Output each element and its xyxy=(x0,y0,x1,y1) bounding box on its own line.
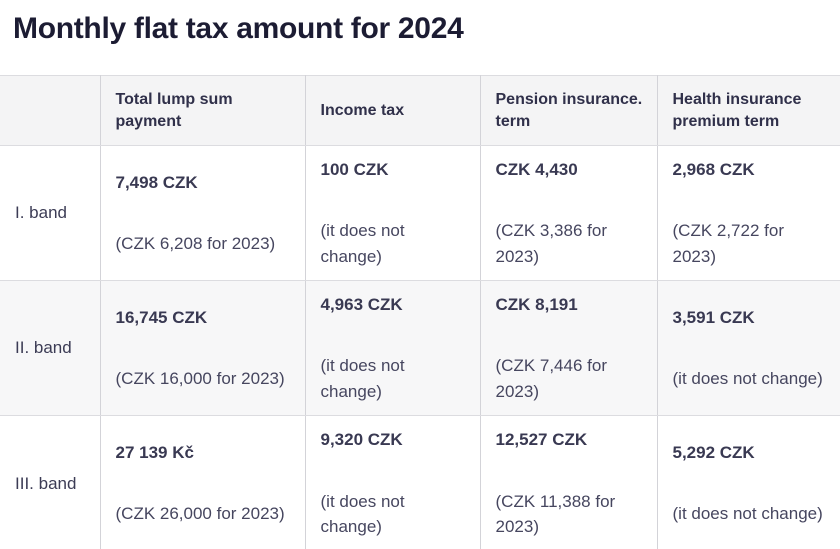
row-1-income-tax-value: 100 CZK xyxy=(320,159,389,179)
row-3-lump-sum-note: (CZK 26,000 for 2023) xyxy=(115,504,285,524)
row-3-health-value: 5,292 CZK xyxy=(672,442,755,462)
row-1-health-value: 2,968 CZK xyxy=(672,159,755,179)
row-1-lump-sum-note: (CZK 6,208 for 2023) xyxy=(115,234,276,253)
row-3-pension-note: (CZK 11,388 for 2023) xyxy=(495,491,616,537)
row-2-pension-note: (CZK 7,446 for 2023) xyxy=(495,356,608,401)
row-1-health-cell: 2,968 CZK (CZK 2,722 for 2023) xyxy=(656,145,840,281)
row-2-income-tax-value: 4,963 CZK xyxy=(320,294,403,314)
row-2-health-value: 3,591 CZK xyxy=(672,307,755,327)
header-cell-total-lump-sum: Total lump sum payment xyxy=(99,75,305,146)
row-2-health-note: (it does not change) xyxy=(672,369,823,388)
row-2-total-lump-sum-cell: 16,745 CZK (CZK 16,000 for 2023) xyxy=(99,280,305,416)
table-row-band-1: I. band 7,498 CZK (CZK 6,208 for 2023) 1… xyxy=(0,145,840,281)
row-3-pension-cell: 12,527 CZK (CZK 11,388 for 2023) xyxy=(479,415,657,549)
row-3-pension-value: 12,527 CZK xyxy=(495,430,588,449)
row-2-income-tax-cell: 4,963 CZK (it does not change) xyxy=(304,280,480,416)
row-1-income-tax-cell: 100 CZK (it does not change) xyxy=(304,145,480,281)
header-cell-pension-insurance: Pension insurance. term xyxy=(479,75,657,146)
row-2-income-tax-note: (it does not change) xyxy=(320,356,405,401)
header-cell-band xyxy=(0,75,100,146)
header-cell-health-insurance: Health insurance premium term xyxy=(656,75,840,146)
row-2-lump-sum-value: 16,745 CZK xyxy=(115,307,208,327)
row-3-band-label: III. band xyxy=(0,416,100,549)
row-2-lump-sum-note: (CZK 16,000 for 2023) xyxy=(115,369,285,388)
row-3-income-tax-cell: 9,320 CZK (it does not change) xyxy=(304,415,480,549)
row-3-lump-sum-value: 27 139 Kč xyxy=(115,442,194,462)
table-header-row: Total lump sum payment Income tax Pensio… xyxy=(0,75,840,146)
row-3-health-cell: 5,292 CZK (it does not change) xyxy=(656,415,840,549)
table-row-band-2: II. band 16,745 CZK (CZK 16,000 for 2023… xyxy=(0,280,840,416)
header-cell-income-tax: Income tax xyxy=(304,75,480,146)
row-3-total-lump-sum-cell: 27 139 Kč (CZK 26,000 for 2023) xyxy=(99,415,305,549)
row-2-health-cell: 3,591 CZK (it does not change) xyxy=(656,280,840,416)
row-1-pension-cell: CZK 4,430 (CZK 3,386 for 2023) xyxy=(479,145,657,281)
row-3-income-tax-note: (it does not change) xyxy=(320,491,405,537)
row-1-pension-value: CZK 4,430 xyxy=(495,159,578,179)
band-1-label: I. band xyxy=(15,203,67,223)
band-3-label: III. band xyxy=(15,473,77,493)
row-1-total-lump-sum-cell: 7,498 CZK (CZK 6,208 for 2023) xyxy=(99,145,305,281)
row-2-band-label: II. band xyxy=(0,280,100,416)
row-1-income-tax-note: (it does not change) xyxy=(320,221,405,266)
band-2-label: II. band xyxy=(15,338,72,358)
page-title: Monthly flat tax amount for 2024 xyxy=(13,12,464,45)
row-2-pension-value: CZK 8,191 xyxy=(495,294,578,314)
row-3-health-note: (it does not change) xyxy=(672,504,823,524)
row-1-pension-note: (CZK 3,386 for 2023) xyxy=(495,221,608,266)
row-1-health-note: (CZK 2,722 for 2023) xyxy=(672,221,785,266)
row-1-lump-sum-value: 7,498 CZK xyxy=(115,172,198,192)
row-3-income-tax-value: 9,320 CZK xyxy=(320,430,403,449)
row-2-pension-cell: CZK 8,191 (CZK 7,446 for 2023) xyxy=(479,280,657,416)
row-1-band-label: I. band xyxy=(0,145,100,281)
flat-tax-table: Total lump sum payment Income tax Pensio… xyxy=(0,75,840,549)
table-row-band-3: III. band 27 139 Kč (CZK 26,000 for 2023… xyxy=(0,415,840,549)
